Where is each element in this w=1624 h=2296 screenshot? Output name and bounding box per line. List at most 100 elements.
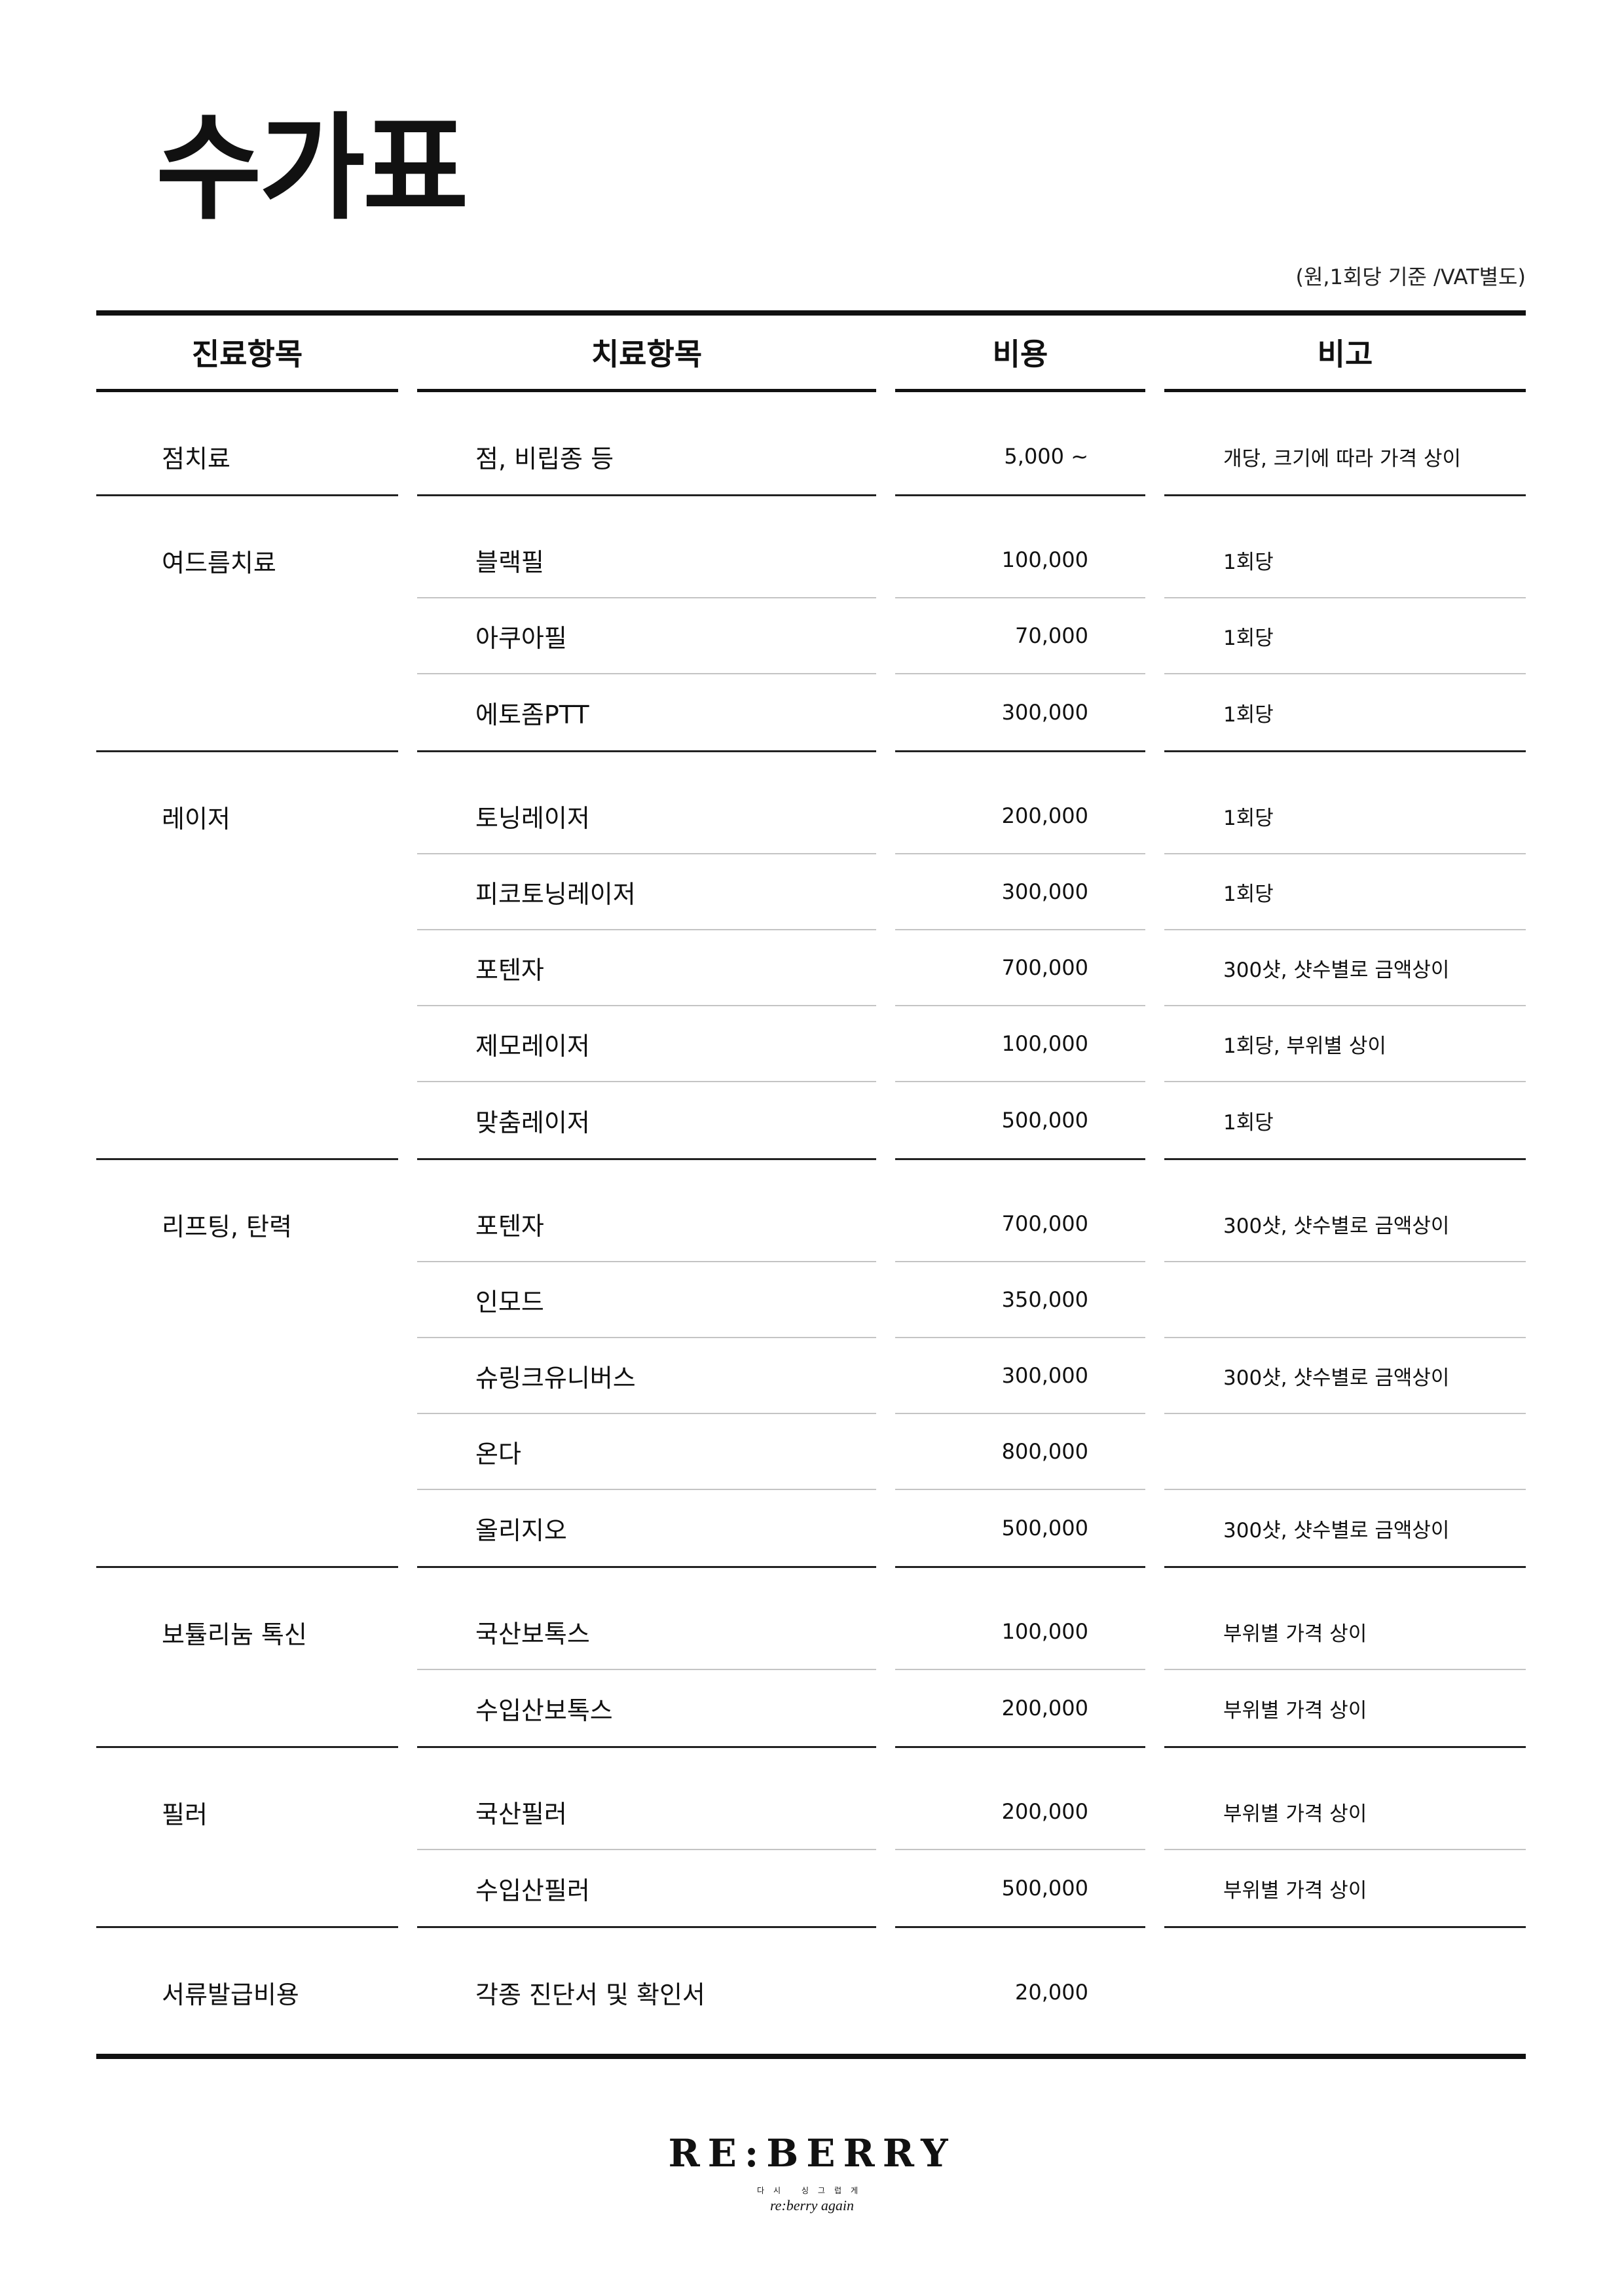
note-text: 부위별 가격 상이 xyxy=(1164,1774,1526,1850)
price-value: 300,000 xyxy=(1001,700,1088,725)
treatment-name: 아쿠아필 xyxy=(417,598,876,674)
category-group: 레이저 토닝레이저 피코토닝레이저 포텐자 제모레이저 맞춤레이저 200,000 300,0… xyxy=(96,752,1526,1160)
price-value: 500,000 xyxy=(1001,1876,1088,1901)
price-value-column: 5,000 ~ xyxy=(895,392,1145,496)
treatment-name-column: 점, 비립종 등 xyxy=(417,392,876,496)
note-text: 1회당 xyxy=(1164,522,1526,598)
top-rule xyxy=(96,310,1526,316)
category-label: 리프팅, 탄력 xyxy=(162,1212,292,1241)
price-value: 100,000 xyxy=(895,522,1145,598)
treatment-name: 인모드 xyxy=(417,1262,876,1338)
category-label: 서류발급비용 xyxy=(162,1980,299,2009)
note-text: 1회당, 부위별 상이 xyxy=(1164,1006,1526,1082)
header-category: 진료항목 xyxy=(96,316,398,392)
price-value: 200,000 xyxy=(895,1774,1145,1850)
price-value: 700,000 xyxy=(895,1186,1145,1262)
logo-script: re:berry again xyxy=(769,2197,855,2214)
treatment-name-column: 각종 진단서 및 확인서 xyxy=(417,1928,876,2054)
note-text xyxy=(1164,1414,1526,1490)
price-value-column: 700,000 350,000 300,000 800,000 500,000 xyxy=(895,1160,1145,1568)
note-text-column: 300샷, 샷수별로 금액상이 300샷, 샷수별로 금액상이 300샷, 샷수별로… xyxy=(1164,1160,1526,1568)
bottom-rule xyxy=(96,2054,1526,2059)
note-text: 부위별 가격 상이 xyxy=(1164,1594,1526,1670)
price-value: 200,000 xyxy=(895,778,1145,854)
note-text xyxy=(1164,1262,1526,1338)
note-text: 부위별 가격 상이 xyxy=(1223,1878,1367,1903)
note-text-column: 부위별 가격 상이 부위별 가격 상이 xyxy=(1164,1748,1526,1928)
category-column: 레이저 xyxy=(96,752,398,1160)
price-value: 20,000 xyxy=(1015,1980,1088,2005)
note-text: 1회당 xyxy=(1164,854,1526,930)
price-value: 500,000 xyxy=(1001,1108,1088,1133)
category-group: 필러 국산필러 수입산필러 200,000 500,000 부위별 가격 상이 부위별 가격… xyxy=(96,1748,1526,1928)
header-price: 비용 xyxy=(895,316,1145,392)
price-value: 500,000 xyxy=(1001,1516,1088,1540)
category-label: 필러 xyxy=(162,1800,208,1829)
price-table: 진료항목 치료항목 비용 비고 점치료 점, 비립종 등 5,000 ~ 개당, 크기… xyxy=(96,310,1526,2059)
note-text: 1회당 xyxy=(1164,778,1526,854)
price-value: 200,000 xyxy=(1001,1696,1088,1721)
treatment-name-column: 토닝레이저 피코토닝레이저 포텐자 제모레이저 맞춤레이저 xyxy=(417,752,876,1160)
price-value: 300,000 xyxy=(895,1338,1145,1414)
note-text: 개당, 크기에 따라 가격 상이 xyxy=(1223,446,1461,471)
category-group: 여드름치료 블랙필 아쿠아필 에토좀PTT 100,000 70,000 300,000 1회… xyxy=(96,496,1526,752)
category-column: 서류발급비용 xyxy=(96,1928,398,2054)
note-text-column xyxy=(1164,1928,1526,2054)
price-value: 350,000 xyxy=(895,1262,1145,1338)
logo-wordmark: RE:BERRY xyxy=(668,2131,956,2176)
treatment-name: 올리지오 xyxy=(475,1516,567,1545)
price-value-column: 200,000 500,000 xyxy=(895,1748,1145,1928)
treatment-name: 수입산보톡스 xyxy=(475,1696,613,1725)
category-group: 서류발급비용 각종 진단서 및 확인서 20,000 xyxy=(96,1928,1526,2054)
category-label: 여드름치료 xyxy=(162,548,276,577)
treatment-name: 국산보톡스 xyxy=(417,1594,876,1670)
header-treatment: 치료항목 xyxy=(417,316,876,392)
treatment-name: 포텐자 xyxy=(417,1186,876,1262)
treatment-name-column: 국산필러 수입산필러 xyxy=(417,1748,876,1928)
note-text: 300샷, 샷수별로 금액상이 xyxy=(1164,1338,1526,1414)
note-text-column: 1회당 1회당 1회당 xyxy=(1164,496,1526,752)
category-column: 점치료 xyxy=(96,392,398,496)
note-text: 부위별 가격 상이 xyxy=(1223,1698,1367,1722)
header-note: 비고 xyxy=(1164,316,1526,392)
category-column: 보튤리눔 톡신 xyxy=(96,1568,398,1748)
category-group: 점치료 점, 비립종 등 5,000 ~ 개당, 크기에 따라 가격 상이 xyxy=(96,392,1526,496)
table-header: 진료항목 치료항목 비용 비고 xyxy=(96,316,1526,392)
price-value: 700,000 xyxy=(895,930,1145,1006)
treatment-name: 맞춤레이저 xyxy=(475,1108,590,1137)
price-value-column: 100,000 200,000 xyxy=(895,1568,1145,1748)
treatment-name: 슈링크유니버스 xyxy=(417,1338,876,1414)
category-label: 점치료 xyxy=(162,444,231,473)
category-column: 여드름치료 xyxy=(96,496,398,752)
category-group: 리프팅, 탄력 포텐자 인모드 슈링크유니버스 온다 올리지오 700,000 350,000… xyxy=(96,1160,1526,1568)
price-value: 70,000 xyxy=(895,598,1145,674)
category-label: 보튤리눔 톡신 xyxy=(162,1620,307,1649)
treatment-name: 에토좀PTT xyxy=(475,700,589,729)
note-text-column: 부위별 가격 상이 부위별 가격 상이 xyxy=(1164,1568,1526,1748)
table-body: 점치료 점, 비립종 등 5,000 ~ 개당, 크기에 따라 가격 상이 여드름치료 블… xyxy=(96,392,1526,2054)
category-label: 레이저 xyxy=(162,804,231,833)
treatment-name: 포텐자 xyxy=(417,930,876,1006)
price-value: 5,000 ~ xyxy=(1004,444,1088,469)
note-text: 300샷, 샷수별로 금액상이 xyxy=(1164,1186,1526,1262)
treatment-name: 각종 진단서 및 확인서 xyxy=(475,1980,705,2009)
price-value: 800,000 xyxy=(895,1414,1145,1490)
note-text: 300샷, 샷수별로 금액상이 xyxy=(1223,1518,1450,1542)
note-text: 1회당 xyxy=(1164,598,1526,674)
price-value-column: 200,000 300,000 700,000 100,000 500,000 xyxy=(895,752,1145,1160)
note-text: 1회당 xyxy=(1223,702,1274,727)
price-value-column: 100,000 70,000 300,000 xyxy=(895,496,1145,752)
treatment-name: 점, 비립종 등 xyxy=(475,444,614,473)
logo-tagline: 다시 싱그럽게 xyxy=(756,2186,868,2195)
price-value: 100,000 xyxy=(895,1006,1145,1082)
category-column: 필러 xyxy=(96,1748,398,1928)
treatment-name: 피코토닝레이저 xyxy=(417,854,876,930)
unit-note: (원,1회당 기준 /VAT별도) xyxy=(1295,264,1526,289)
price-value: 100,000 xyxy=(895,1594,1145,1670)
note-text: 300샷, 샷수별로 금액상이 xyxy=(1164,930,1526,1006)
category-column: 리프팅, 탄력 xyxy=(96,1160,398,1568)
note-text xyxy=(1164,1954,1526,2030)
treatment-name: 제모레이저 xyxy=(417,1006,876,1082)
price-value-column: 20,000 xyxy=(895,1928,1145,2054)
